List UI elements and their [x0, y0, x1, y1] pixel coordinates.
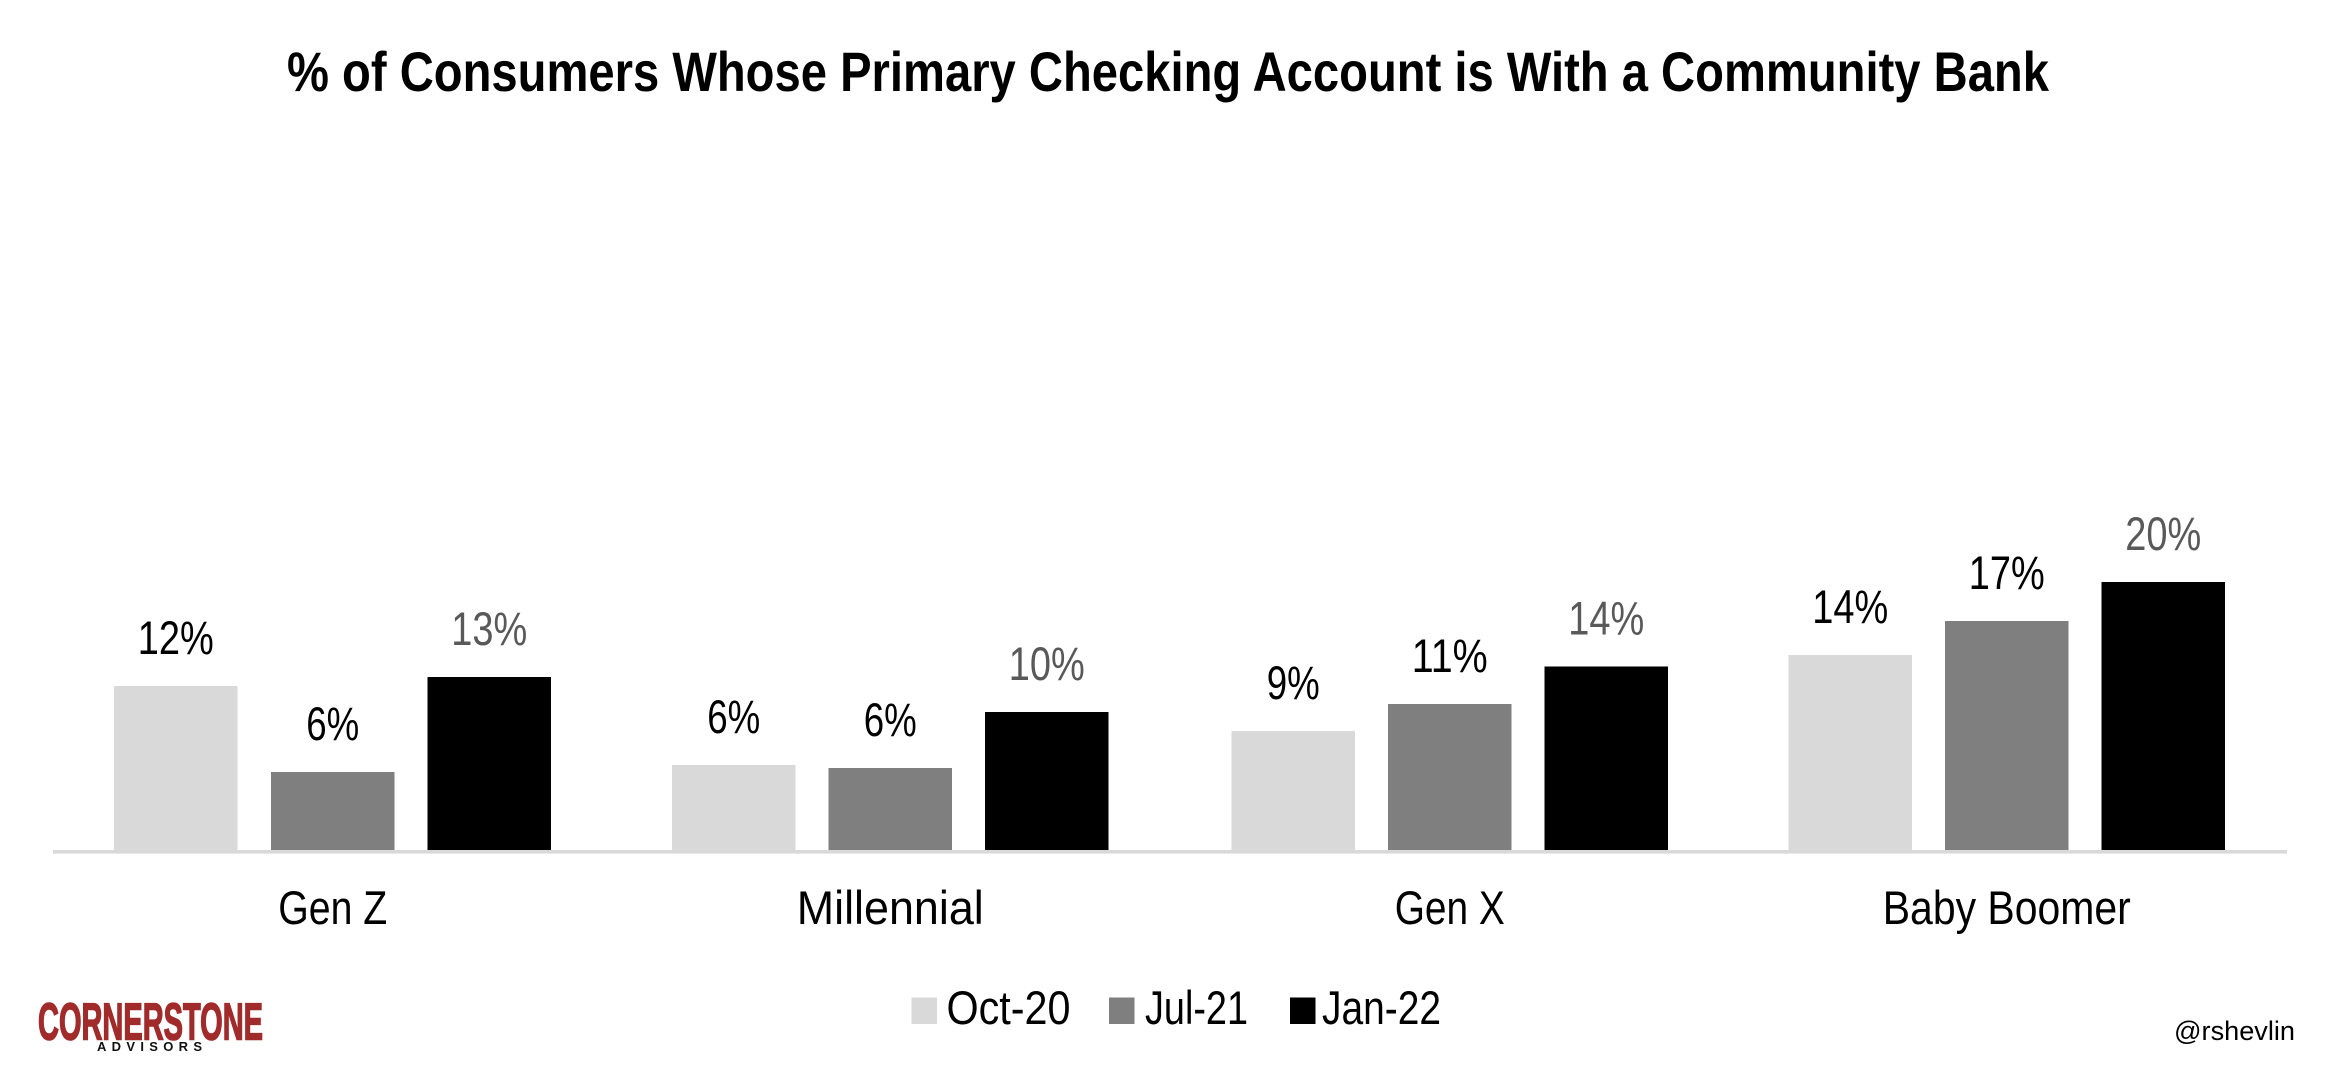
svg-text:17%: 17%: [1969, 546, 2045, 599]
svg-text:13%: 13%: [451, 602, 527, 655]
svg-text:12%: 12%: [138, 611, 214, 664]
svg-text:11%: 11%: [1412, 629, 1488, 682]
svg-text:Millennial: Millennial: [797, 881, 984, 934]
svg-text:Baby Boomer: Baby Boomer: [1883, 881, 2131, 934]
svg-text:10%: 10%: [1009, 637, 1085, 690]
svg-text:6%: 6%: [306, 697, 359, 750]
svg-text:6%: 6%: [707, 690, 760, 743]
svg-text:14%: 14%: [1568, 592, 1644, 645]
svg-text:14%: 14%: [1812, 580, 1888, 633]
svg-text:ADVISORS: ADVISORS: [97, 1039, 202, 1054]
svg-text:Gen X: Gen X: [1395, 881, 1505, 934]
svg-text:Jan-22: Jan-22: [1322, 981, 1441, 1034]
svg-text:20%: 20%: [2125, 507, 2201, 560]
svg-text:% of Consumers Whose Primary C: % of Consumers Whose Primary Checking Ac…: [287, 40, 2050, 103]
svg-text:CORNERSTONE: CORNERSTONE: [38, 994, 263, 1052]
svg-text:@rshevlin: @rshevlin: [2174, 1016, 2295, 1046]
svg-text:9%: 9%: [1267, 656, 1320, 709]
svg-text:6%: 6%: [864, 693, 917, 746]
svg-text:Gen Z: Gen Z: [278, 881, 387, 934]
svg-text:Oct-20: Oct-20: [947, 981, 1071, 1034]
svg-text:Jul-21: Jul-21: [1145, 981, 1248, 1034]
